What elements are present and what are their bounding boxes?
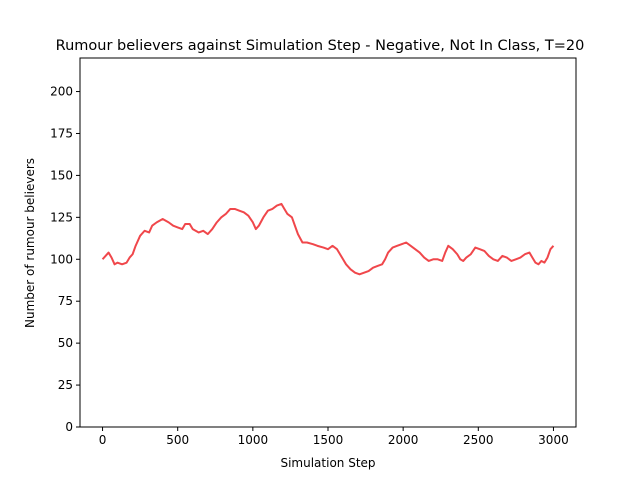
y-tick-label: 0 (65, 420, 73, 434)
plot-area: 0 500 1000 1500 2000 2500 3000 0 25 50 75 100 125 150… (50, 57, 577, 447)
x-tick-label: 2500 (463, 433, 494, 447)
axes-frame (79, 57, 577, 428)
y-tick-label: 100 (50, 252, 73, 266)
y-tick-label: 200 (50, 85, 73, 99)
y-tick-label: 75 (58, 294, 73, 308)
y-tick-label: 125 (50, 210, 73, 224)
x-tick-label: 3000 (538, 433, 569, 447)
x-tick-label: 2000 (388, 433, 419, 447)
x-axis-label: Simulation Step (280, 456, 375, 470)
y-tick-label: 25 (58, 378, 73, 392)
x-tick-label: 0 (99, 433, 107, 447)
x-tick-label: 1500 (313, 433, 344, 447)
y-tick-label: 175 (50, 126, 73, 140)
chart-title: Rumour believers against Simulation Step… (56, 38, 585, 54)
y-tick-label: 50 (58, 336, 73, 350)
x-tick-label: 1000 (238, 433, 269, 447)
x-tick-label: 500 (166, 433, 189, 447)
series-line-0 (101, 202, 555, 276)
y-axis-label: Number of rumour believers (23, 158, 37, 328)
y-tick-label: 150 (50, 168, 73, 182)
